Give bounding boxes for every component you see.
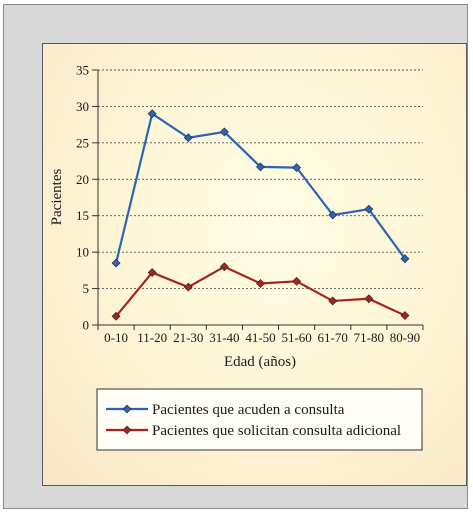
x-tick-label: 31-40 (209, 330, 239, 345)
x-tick-label: 61-70 (318, 330, 348, 345)
y-tick-label: 10 (76, 245, 89, 260)
series (111, 109, 410, 321)
data-point-marker (292, 163, 302, 173)
data-point-marker (256, 162, 265, 172)
legend-box (96, 388, 423, 451)
x-tick-label: 80-90 (390, 330, 420, 345)
y-tick-label: 25 (76, 135, 89, 150)
x-tick-label: 71-80 (354, 330, 384, 345)
legend-label: Pacientes que solicitan consulta adicion… (152, 423, 401, 439)
x-tick-label: 21-30 (173, 330, 203, 345)
data-point-marker (147, 109, 157, 119)
y-tick-label: 30 (76, 99, 89, 114)
data-point-marker (400, 254, 410, 264)
y-axis-title: Pacientes (49, 169, 65, 226)
y-tick-label: 15 (76, 208, 89, 223)
data-point-marker (256, 279, 265, 288)
data-point-marker (183, 282, 193, 292)
legend-label: Pacientes que acuden a consulta (152, 402, 345, 418)
legend-items: Pacientes que acuden a consulta Pacientes… (106, 402, 401, 439)
x-tick-label: 51-60 (281, 330, 311, 345)
series-group (111, 109, 410, 268)
data-point-marker (364, 204, 374, 214)
x-tick-label: 11-20 (137, 330, 167, 345)
axes (97, 70, 423, 326)
y-tick-label: 5 (83, 281, 90, 296)
data-point-marker (219, 262, 229, 272)
x-axis-title: Edad (años) (224, 354, 296, 370)
data-point-marker (111, 258, 121, 268)
data-point-marker (400, 311, 410, 320)
data-point-marker (183, 133, 193, 143)
legend: Pacientes que acuden a consulta Pacientes… (96, 388, 423, 451)
x-tick-label: 0-10 (104, 330, 128, 345)
series-group (111, 262, 410, 321)
x-tick-label: 41-50 (245, 330, 275, 345)
y-ticks: 0 5 10 15 20 25 30 35 (76, 63, 98, 333)
data-point-marker (147, 268, 157, 277)
y-tick-label: 20 (76, 172, 89, 187)
legend-marker (122, 425, 132, 435)
series-line (115, 265, 406, 317)
gridlines (98, 69, 423, 290)
y-tick-label: 35 (76, 63, 89, 78)
x-ticks: 0-10 11-20 21-30 31-40 41-50 51-60 61-70 71-80 8… (97, 325, 424, 345)
data-point-marker (328, 296, 338, 306)
series-line (114, 112, 406, 264)
data-point-marker (364, 294, 374, 304)
data-point-marker (328, 210, 338, 220)
data-point-marker (111, 311, 121, 321)
data-point-marker (219, 127, 229, 137)
data-point-marker (292, 276, 302, 286)
y-tick-label: 0 (83, 318, 90, 333)
legend-marker (122, 404, 132, 414)
